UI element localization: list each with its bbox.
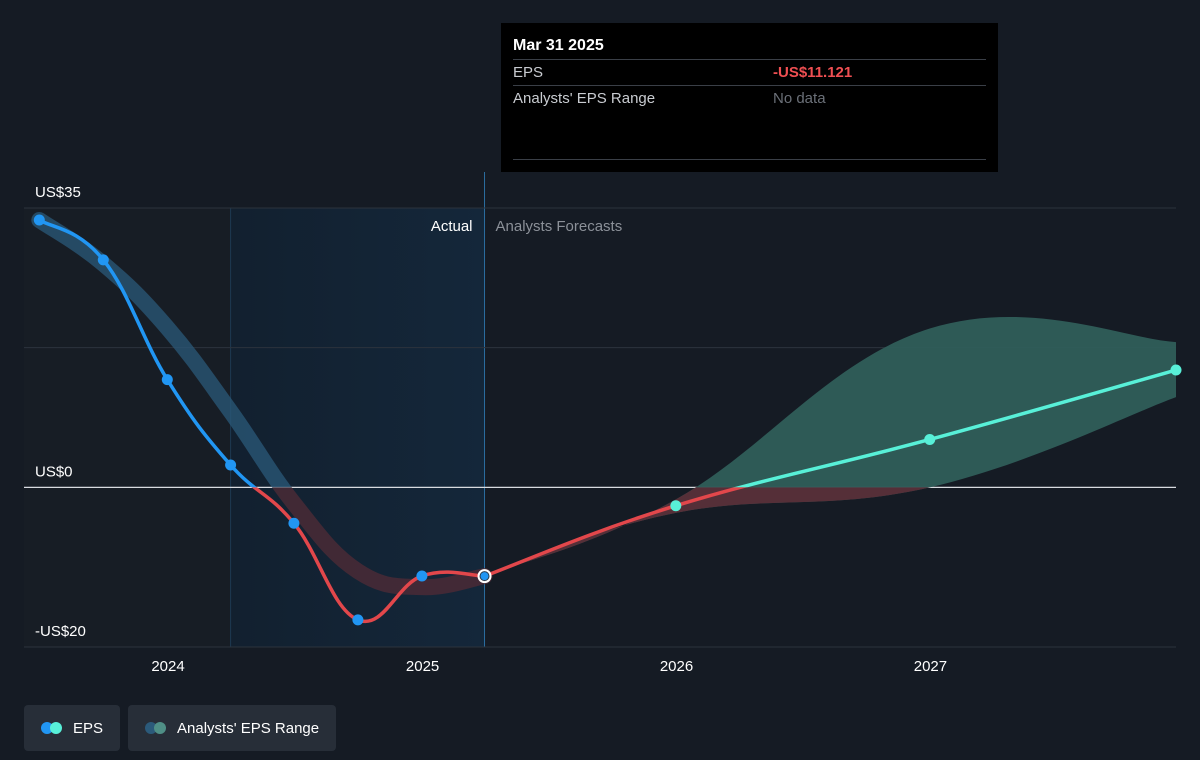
x-tick-label: 2024 <box>151 658 184 675</box>
hover-tooltip: Mar 31 2025 EPS -US$11.121 Analysts' EPS… <box>501 23 998 172</box>
eps-forecast-point <box>924 433 936 445</box>
eps-actual-point <box>416 570 428 582</box>
chart-labels: US$35 US$0 -US$20 2024 2025 2026 2027 Actual Ana… <box>35 184 947 675</box>
region-label-actual: Actual <box>431 218 473 235</box>
eps-actual-point <box>161 374 173 386</box>
y-tick-label: US$35 <box>35 184 81 201</box>
tooltip-date: Mar 31 2025 <box>513 37 604 54</box>
legend-eps-label: EPS <box>73 719 104 737</box>
legend-range-label: Analysts' EPS Range <box>177 719 320 737</box>
eps-actual-point <box>225 459 237 471</box>
eps-forecast-point <box>1170 364 1182 376</box>
y-tick-label: US$0 <box>35 463 73 480</box>
legend-item-eps-range[interactable]: Analysts' EPS Range <box>128 705 337 751</box>
eps-forecast-line-negative <box>483 487 747 578</box>
tooltip-eps-label: EPS <box>513 64 544 81</box>
eps-points <box>33 214 1182 626</box>
analysts-eps-range-negative-fill <box>484 487 930 577</box>
eps-actual-point <box>288 517 300 529</box>
tooltip-eps-value: -US$11.121 <box>773 64 853 81</box>
past-range-band-positive <box>31 211 292 488</box>
tooltip-row-eps: EPS -US$11.121 <box>513 59 986 85</box>
eps-forecast-point <box>670 500 682 512</box>
x-tick-label: 2026 <box>660 658 693 675</box>
region-label-forecast: Analysts Forecasts <box>496 218 623 235</box>
eps-actual-line-positive <box>38 218 258 488</box>
eps-point-selected-center <box>480 572 489 581</box>
eps-actual-point <box>33 214 45 226</box>
x-tick-label: 2027 <box>914 658 947 675</box>
chart-legend: EPS Analysts' EPS Range <box>24 705 337 751</box>
tooltip-range-label: Analysts' EPS Range <box>513 90 656 107</box>
tooltip-range-value: No data <box>773 90 826 107</box>
eps-actual-line-negative <box>251 487 485 624</box>
y-tick-label: -US$20 <box>35 623 86 640</box>
legend-item-eps[interactable]: EPS <box>24 705 121 751</box>
eps-actual-point <box>97 254 109 266</box>
chart-background-layer <box>24 172 486 647</box>
eps-forecast-line-positive <box>733 368 1177 488</box>
eps-legend-dots-icon <box>41 722 65 734</box>
eps-lines <box>38 218 1177 624</box>
tooltip-divider <box>513 159 986 160</box>
eps-actual-point <box>352 614 364 626</box>
range-legend-dots-icon <box>145 722 169 734</box>
x-tick-label: 2025 <box>406 658 439 675</box>
tooltip-row-range: Analysts' EPS Range No data <box>513 85 986 111</box>
